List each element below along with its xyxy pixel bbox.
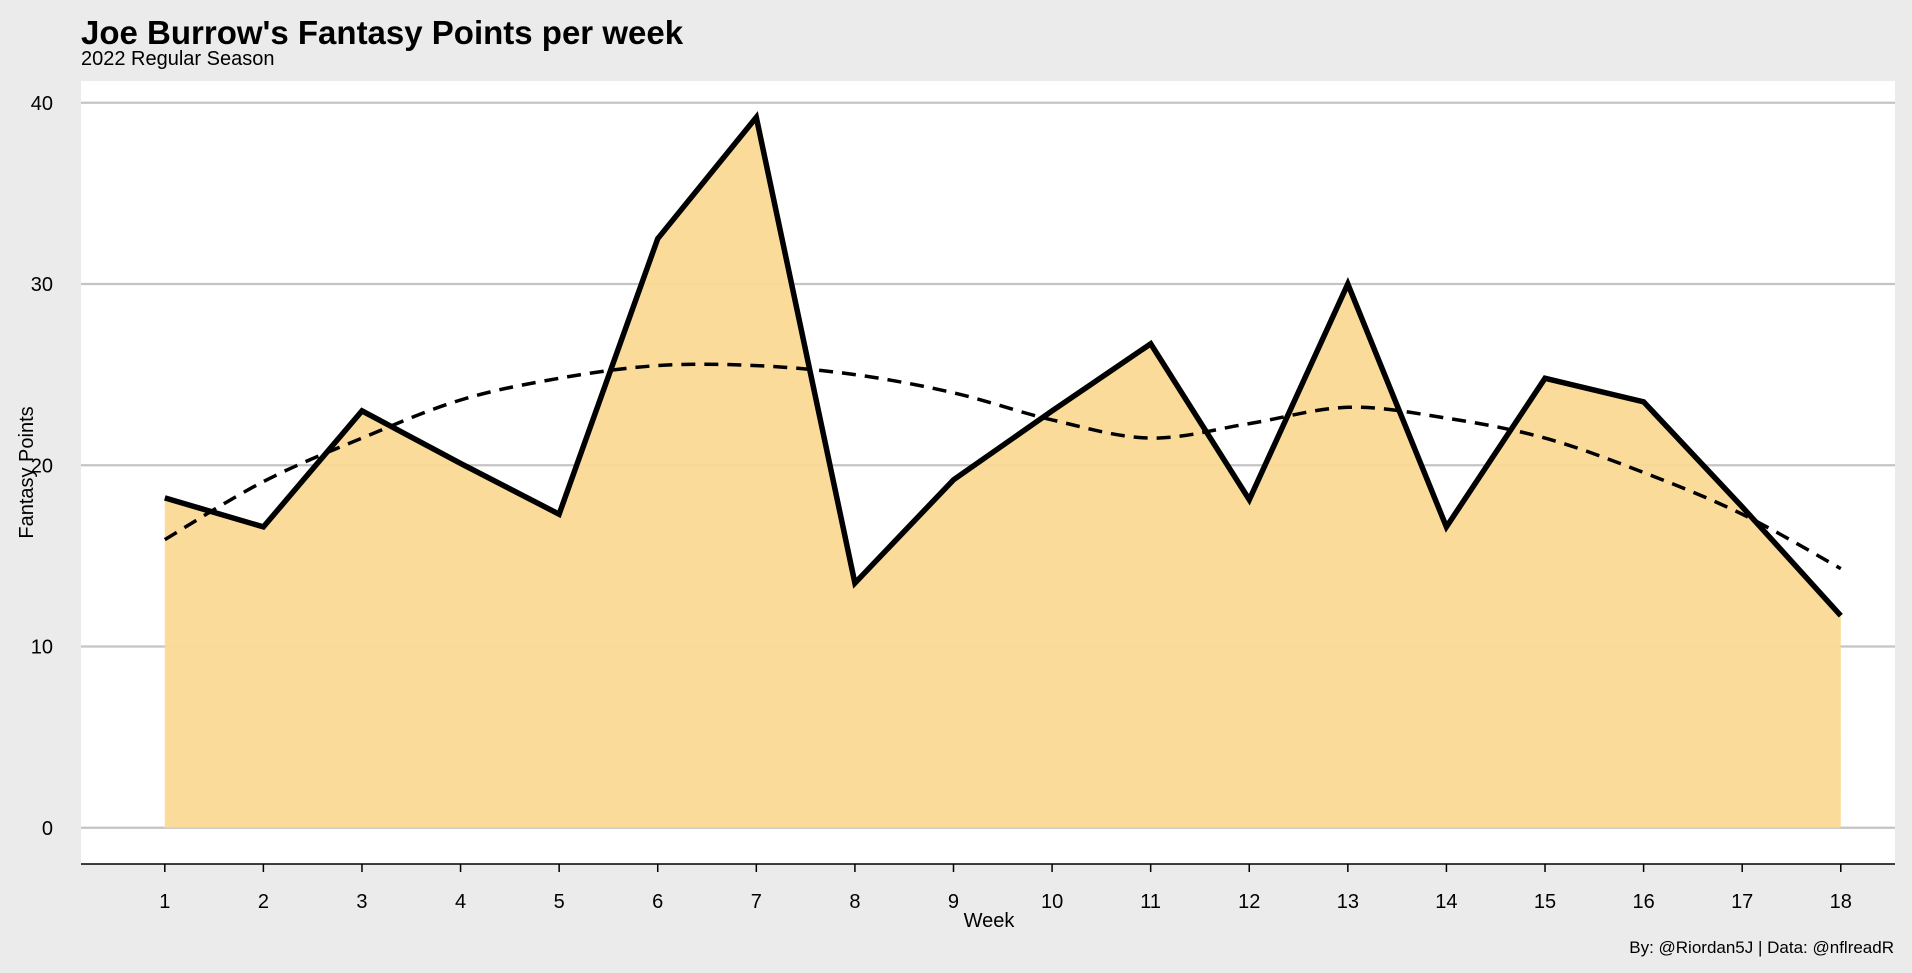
x-tick-label: 8 [849, 891, 860, 913]
x-tick-label: 6 [652, 891, 663, 913]
x-tick-label: 13 [1337, 891, 1359, 913]
x-tick-label: 14 [1435, 891, 1457, 913]
x-tick-label: 7 [751, 891, 762, 913]
y-axis-ticks: 0 10 20 30 40 [31, 93, 53, 840]
x-tick-label: 16 [1632, 891, 1654, 913]
x-tick-label: 1 [159, 891, 170, 913]
chart-title: Joe Burrow's Fantasy Points per week [81, 14, 684, 51]
y-axis-title: Fantasy Points [16, 406, 38, 538]
x-tick-label: 9 [948, 891, 959, 913]
y-tick-label: 10 [31, 637, 53, 659]
trend-line [163, 362, 1842, 571]
x-tick-label: 18 [1830, 891, 1852, 913]
x-axis-ticks: 1 2 3 4 5 6 7 8 9 10 11 12 13 14 15 16 17 18 [159, 864, 1852, 913]
points-line [164, 111, 1843, 618]
x-tick-label: 11 [1140, 891, 1161, 913]
y-tick-label: 30 [31, 274, 53, 296]
x-tick-label: 4 [455, 891, 466, 913]
x-tick-label: 10 [1041, 891, 1063, 913]
x-tick-label: 15 [1534, 891, 1556, 913]
area-fill [164, 117, 1841, 828]
y-tick-label: 40 [31, 93, 53, 115]
chart-subtitle: 2022 Regular Season [81, 48, 275, 70]
x-tick-label: 3 [356, 891, 367, 913]
x-tick-label: 5 [554, 891, 565, 913]
x-axis-title: Week [964, 910, 1016, 932]
chart-caption: By: @Riordan5J | Data: @nflreadR [1629, 938, 1894, 957]
y-tick-label: 0 [42, 818, 53, 840]
x-tick-label: 2 [258, 891, 269, 913]
y-tick-label: 20 [31, 455, 53, 477]
x-tick-label: 17 [1731, 891, 1753, 913]
x-tick-label: 12 [1238, 891, 1260, 913]
